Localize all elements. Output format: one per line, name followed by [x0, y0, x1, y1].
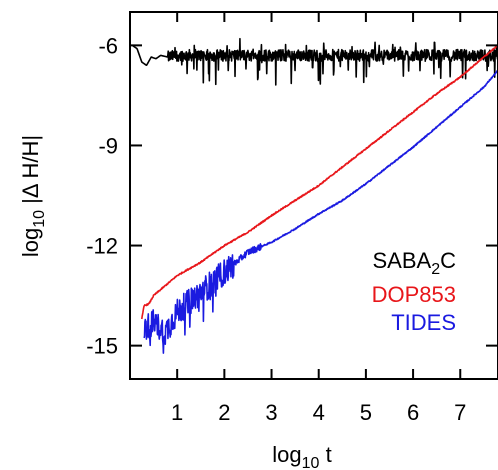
plot-frame [129, 11, 498, 380]
legend-entry-saba2c: SABA2C [373, 248, 457, 278]
x-tick-label: 1 [171, 400, 183, 425]
x-tick-label: 6 [407, 400, 419, 425]
series-layer [131, 37, 498, 354]
y-tick-label: -12 [86, 234, 118, 259]
legend-entry-tides: TIDES [391, 310, 456, 335]
x-tick-label: 7 [454, 400, 466, 425]
y-axis: -6 -9 -12 -15 [86, 33, 498, 359]
x-tick-label: 3 [265, 400, 277, 425]
y-tick-label: -15 [86, 334, 118, 359]
x-axis-label: log10 t [272, 442, 331, 470]
y-tick-label: -9 [98, 133, 118, 158]
series-line-tides [143, 69, 498, 354]
x-axis: 1 2 3 4 5 6 7 [171, 12, 466, 425]
legend-entry-dop853: DOP853 [372, 282, 456, 307]
legend: SABA2C DOP853 TIDES [372, 248, 457, 335]
series-line-saba2c [131, 37, 498, 86]
y-tick-label: -6 [98, 33, 118, 58]
y-axis-label: log10 |Δ H/H| [18, 135, 48, 257]
series-line-dop853 [140, 44, 498, 320]
x-tick-label: 2 [218, 400, 230, 425]
x-tick-label: 4 [313, 400, 325, 425]
x-tick-label: 5 [360, 400, 372, 425]
